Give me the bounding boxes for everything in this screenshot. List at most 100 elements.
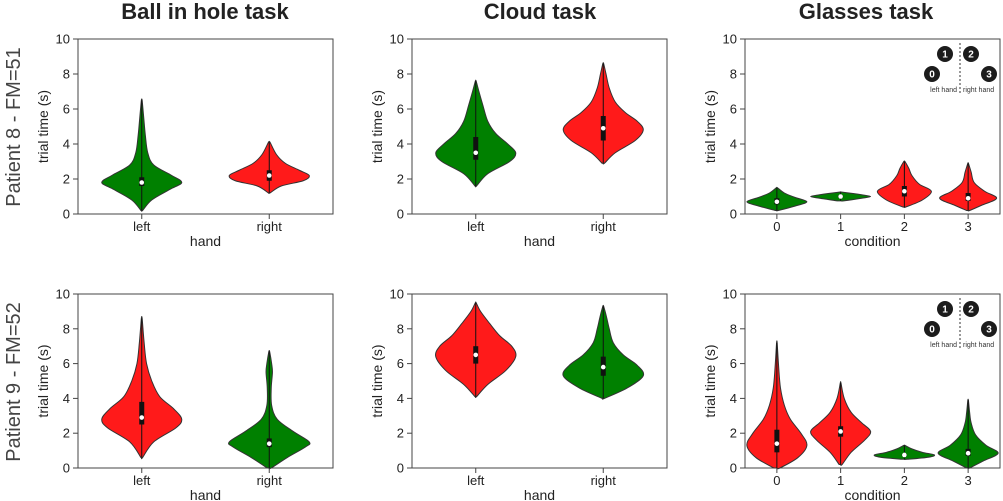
- y-tick-label: 2: [730, 426, 737, 441]
- y-tick-label: 0: [730, 461, 737, 476]
- y-axis-label: trial time (s): [35, 344, 51, 417]
- violin-median-right: [600, 125, 606, 131]
- y-tick-label: 10: [723, 287, 737, 302]
- y-tick-label: 2: [730, 172, 737, 187]
- legend-condition-number: 1: [942, 305, 948, 316]
- y-axis-label: trial time (s): [369, 344, 385, 417]
- plot-frame: [744, 38, 1001, 215]
- column-title-ball-in-hole: Ball in hole task: [121, 0, 289, 24]
- y-tick-label: 10: [390, 287, 404, 302]
- y-tick-label: 8: [397, 321, 404, 336]
- y-tick-label: 8: [63, 321, 70, 336]
- violin-median-right: [600, 364, 606, 370]
- violin-median-left: [139, 415, 145, 420]
- y-tick-label: 0: [63, 207, 70, 222]
- y-axis-label: trial time (s): [702, 344, 718, 417]
- x-tick-label: right: [591, 219, 617, 234]
- row-label-patient-8: Patient 8 - FM=51: [3, 47, 25, 207]
- y-tick-label: 6: [63, 102, 70, 117]
- violin-median-2: [902, 188, 907, 194]
- violin-median-1: [838, 194, 843, 199]
- violin-median-1: [838, 429, 843, 434]
- column-title-cloud: Cloud task: [484, 0, 597, 24]
- violin-median-0: [774, 199, 780, 205]
- y-tick-label: 0: [397, 461, 404, 476]
- legend-condition-number: 2: [968, 305, 974, 316]
- chart-panel-r0-c1: 0 2 4 6 8 10 left right hand trial time (s): [369, 32, 668, 249]
- x-axis-label: condition: [844, 233, 900, 249]
- y-tick-label: 4: [730, 137, 737, 152]
- y-tick-label: 10: [390, 32, 404, 47]
- violin-median-left: [473, 150, 479, 156]
- y-tick-label: 0: [730, 207, 737, 222]
- legend-condition-number: 3: [986, 70, 992, 81]
- legend-condition-marker: [937, 46, 953, 62]
- y-tick-label: 2: [397, 426, 404, 441]
- chart-panel-r0-c0: 0 2 4 6 8 10 left right hand trial time (s): [35, 32, 334, 249]
- legend-condition-number: 3: [986, 325, 992, 336]
- condition-legend-inset: 01 2 3 left hand right hand: [924, 43, 997, 94]
- x-tick-label: left: [467, 473, 485, 488]
- legend-right-hand-caption: right hand: [963, 87, 994, 94]
- chart-panel-r1-c0: 0 2 4 6 8 10 left right hand trial time (s): [35, 287, 334, 501]
- violin-median-3: [965, 450, 971, 456]
- y-tick-label: 2: [63, 426, 70, 441]
- y-tick-label: 4: [730, 391, 737, 406]
- x-axis-label: hand: [524, 487, 555, 501]
- violin-median-2: [902, 452, 907, 458]
- x-tick-label: left: [133, 219, 151, 234]
- y-tick-label: 4: [63, 137, 70, 152]
- x-tick-label: 3: [965, 473, 972, 488]
- x-tick-label: 2: [901, 473, 908, 488]
- y-tick-label: 8: [63, 67, 70, 82]
- violin-iqr-box-left: [473, 137, 479, 160]
- y-axis-label: trial time (s): [369, 90, 385, 163]
- y-tick-label: 8: [730, 67, 737, 82]
- x-tick-label: 0: [773, 219, 780, 234]
- x-axis-label: hand: [524, 233, 555, 249]
- x-tick-label: 1: [837, 473, 844, 488]
- legend-left-hand-caption: left hand: [930, 342, 957, 349]
- y-tick-label: 2: [397, 172, 404, 187]
- violin-median-0: [774, 441, 780, 446]
- row-label-patient-9: Patient 9 - FM=52: [3, 302, 25, 462]
- y-tick-label: 6: [730, 356, 737, 371]
- x-tick-label: right: [257, 219, 283, 234]
- y-tick-label: 6: [397, 102, 404, 117]
- y-tick-label: 10: [56, 32, 70, 47]
- legend-condition-number: 0: [929, 325, 935, 336]
- chart-panel-r1-c1: 0 2 4 6 8 10 left right hand trial time (s): [369, 287, 668, 501]
- y-axis-label: trial time (s): [35, 90, 51, 163]
- legend-condition-marker: [963, 46, 979, 62]
- x-tick-label: 0: [773, 473, 780, 488]
- condition-legend-inset: 01 2 3 left hand right hand: [924, 298, 997, 349]
- y-tick-label: 10: [723, 32, 737, 47]
- x-tick-label: left: [133, 473, 151, 488]
- legend-condition-marker: [924, 321, 940, 337]
- x-tick-label: 1: [837, 219, 844, 234]
- x-tick-label: right: [257, 473, 283, 488]
- y-tick-label: 6: [63, 356, 70, 371]
- violin-median-right: [266, 173, 272, 178]
- violin-iqr-box-0: [774, 429, 780, 453]
- figure-headers: Ball in hole task Cloud task Glasses tas…: [3, 0, 934, 462]
- x-axis-label: hand: [190, 487, 221, 501]
- y-tick-label: 0: [397, 207, 404, 222]
- legend-condition-marker: [981, 66, 997, 82]
- legend-condition-marker: [981, 321, 997, 337]
- x-tick-label: 3: [965, 219, 972, 234]
- y-tick-label: 4: [397, 391, 404, 406]
- violin-median-left: [139, 180, 145, 185]
- y-tick-label: 6: [397, 356, 404, 371]
- legend-condition-marker: [924, 66, 940, 82]
- y-tick-label: 8: [730, 321, 737, 336]
- x-tick-label: 2: [901, 219, 908, 234]
- legend-condition-number: 1: [942, 50, 948, 61]
- x-axis-label: condition: [844, 487, 900, 501]
- y-tick-label: 6: [730, 102, 737, 117]
- violin-iqr-box-left: [139, 401, 145, 425]
- y-tick-label: 4: [63, 391, 70, 406]
